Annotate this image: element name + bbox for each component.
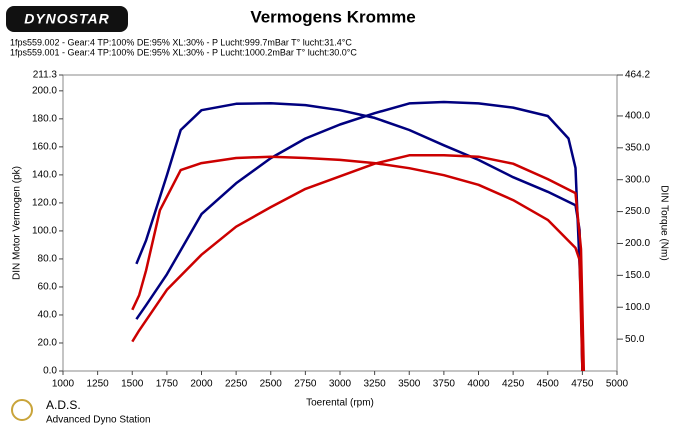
y2-tick-label: 300.0: [625, 174, 650, 185]
y-tick-label: 211.3: [33, 70, 58, 81]
x-tick-label: 3750: [433, 379, 456, 390]
x-tick-label: 1500: [121, 379, 144, 390]
y-tick-label: 200.0: [32, 85, 57, 96]
series-line: [135, 101, 584, 372]
logo: DYNOSTAR: [24, 11, 110, 27]
y-tick-label: 40.0: [38, 310, 58, 321]
series-line: [131, 154, 586, 372]
x-axis-label: Toerental (rpm): [306, 398, 374, 409]
y-axis-label: DIN Motor Vermogen (pk): [12, 166, 23, 280]
y-tick-label: 0.0: [43, 366, 57, 377]
y-tick-label: 180.0: [32, 113, 57, 124]
chart-title: Vermogens Kromme: [250, 7, 415, 26]
x-tick-label: 3000: [329, 379, 352, 390]
y2-tick-label: 400.0: [625, 111, 650, 122]
x-tick-label: 1750: [156, 379, 179, 390]
x-tick-label: 4250: [502, 379, 525, 390]
footer-brand: A.D.S.: [46, 398, 81, 412]
y2-tick-label: 100.0: [625, 302, 650, 313]
footer-icon: [11, 399, 33, 421]
y2-tick-label: 350.0: [625, 142, 650, 153]
x-tick-label: 2500: [260, 379, 283, 390]
x-tick-label: 2000: [190, 379, 213, 390]
y-tick-label: 60.0: [38, 282, 58, 293]
footer-subtitle: Advanced Dyno Station: [46, 415, 151, 426]
y2-tick-label: 200.0: [625, 238, 650, 249]
y-tick-label: 140.0: [32, 170, 57, 181]
y2-tick-label: 464.2: [625, 70, 650, 81]
x-tick-label: 2750: [294, 379, 317, 390]
x-tick-label: 1000: [52, 379, 75, 390]
series-line: [131, 155, 584, 372]
y2-tick-label: 150.0: [625, 270, 650, 281]
x-tick-label: 4750: [571, 379, 594, 390]
y-tick-label: 160.0: [32, 142, 57, 153]
x-tick-label: 4500: [537, 379, 560, 390]
x-tick-label: 2250: [225, 379, 248, 390]
y-tick-label: 80.0: [38, 254, 58, 265]
y2-tick-label: 250.0: [625, 206, 650, 217]
x-tick-label: 3250: [364, 379, 387, 390]
y-tick-label: 120.0: [32, 198, 57, 209]
x-tick-label: 3500: [398, 379, 421, 390]
y2-axis-label: DIN Torque (Nm): [658, 185, 669, 260]
plot-frame: [62, 74, 618, 372]
run-label: 1fps559.002 - Gear:4 TP:100% DE:95% XL:3…: [10, 37, 352, 47]
run-label: 1fps559.001 - Gear:4 TP:100% DE:95% XL:3…: [10, 47, 357, 57]
x-tick-label: 4000: [467, 379, 490, 390]
y2-tick-label: 50.0: [625, 334, 645, 345]
series-line: [135, 100, 584, 372]
y-tick-label: 100.0: [32, 226, 57, 237]
x-tick-label: 5000: [606, 379, 629, 390]
logo-box: [6, 6, 128, 32]
y-tick-label: 20.0: [38, 338, 58, 349]
x-tick-label: 1250: [87, 379, 110, 390]
